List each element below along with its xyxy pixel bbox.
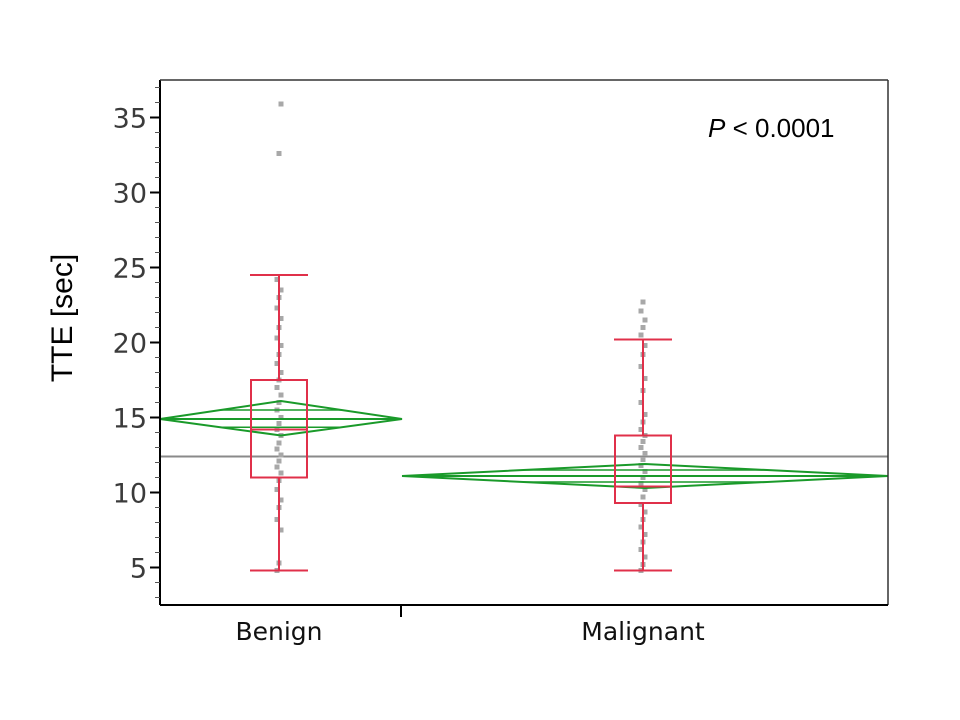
malignant-data-point: [642, 412, 648, 417]
benign-data-point: [278, 101, 284, 107]
benign-data-point: [274, 385, 280, 390]
malignant-data-point: [638, 547, 644, 552]
benign-data-point: [278, 470, 284, 476]
benign-data-point: [274, 487, 280, 492]
p-value-annotation: P < 0.0001: [708, 113, 835, 143]
malignant-data-point: [642, 487, 648, 492]
benign-data-point: [274, 335, 280, 341]
benign-data-point: [276, 151, 282, 156]
benign-data-point: [274, 517, 280, 522]
malignant-data-point: [640, 457, 646, 462]
benign-data-point: [274, 361, 280, 366]
malignant-data-point: [638, 463, 644, 468]
y-tick-label: 35: [113, 104, 147, 135]
benign-data-point: [276, 421, 282, 426]
x-tick-label-malignant: Malignant: [581, 617, 705, 646]
benign-data-point: [276, 400, 282, 405]
benign-data-point: [274, 464, 280, 470]
y-tick-label: 20: [113, 329, 147, 360]
malignant-data-point: [640, 439, 646, 444]
benign-data-point: [278, 287, 284, 293]
y-tick-label: 15: [113, 404, 147, 435]
malignant-data-point: [642, 469, 648, 474]
plot-area: [159, 101, 889, 573]
malignant-data-point: [638, 445, 644, 450]
malignant-data-point: [642, 376, 648, 381]
malignant-data-point: [642, 532, 648, 537]
malignant-data-point: [640, 299, 646, 305]
malignant-data-point: [642, 451, 648, 456]
malignant-data-point: [642, 343, 648, 348]
malignant-data-point: [642, 509, 648, 515]
benign-data-point: [278, 316, 284, 321]
malignant-data-point: [640, 325, 646, 330]
x-axis: Benign Malignant: [235, 617, 704, 646]
y-tick-label: 25: [113, 254, 147, 285]
malignant-data-point: [638, 427, 644, 432]
malignant-data-point: [638, 524, 644, 530]
p-value-italic: P: [708, 113, 726, 143]
y-axis: 5 10 15 20 25 30 35: [113, 87, 160, 598]
y-tick-label: 30: [113, 179, 147, 210]
benign-data-point: [278, 497, 284, 503]
y-axis-title: TTE [sec]: [46, 254, 79, 382]
y-tick-label: 5: [130, 554, 147, 585]
benign-data-point: [278, 415, 284, 420]
malignant-data-point: [642, 317, 648, 323]
malignant-data-point: [638, 308, 644, 314]
malignant-data-point: [638, 364, 644, 369]
benign-data-point: [278, 452, 284, 458]
malignant-data-point: [638, 400, 644, 405]
benign-data-point: [274, 305, 280, 311]
malignant-data-point: [642, 554, 648, 560]
malignant-data-point: [638, 502, 644, 507]
malignant-data-point: [640, 475, 646, 480]
benign-data-point: [278, 527, 284, 533]
malignant-data-point: [638, 332, 644, 338]
benign-data-point: [278, 343, 284, 348]
benign-data-point: [276, 440, 282, 446]
benign-data-point: [276, 458, 282, 464]
benign-data-point: [274, 277, 280, 282]
malignant-data-point: [638, 481, 644, 486]
malignant-data-point: [640, 494, 646, 500]
malignant-iqr-box: [614, 434, 672, 504]
benign-data-point: [278, 370, 284, 375]
plot-frame: [159, 79, 889, 617]
p-value-text: < 0.0001: [733, 113, 835, 143]
y-tick-label: 10: [113, 479, 147, 510]
benign-data-point: [274, 446, 280, 452]
benign-data-point: [278, 392, 284, 398]
x-tick-label-benign: Benign: [235, 617, 322, 646]
